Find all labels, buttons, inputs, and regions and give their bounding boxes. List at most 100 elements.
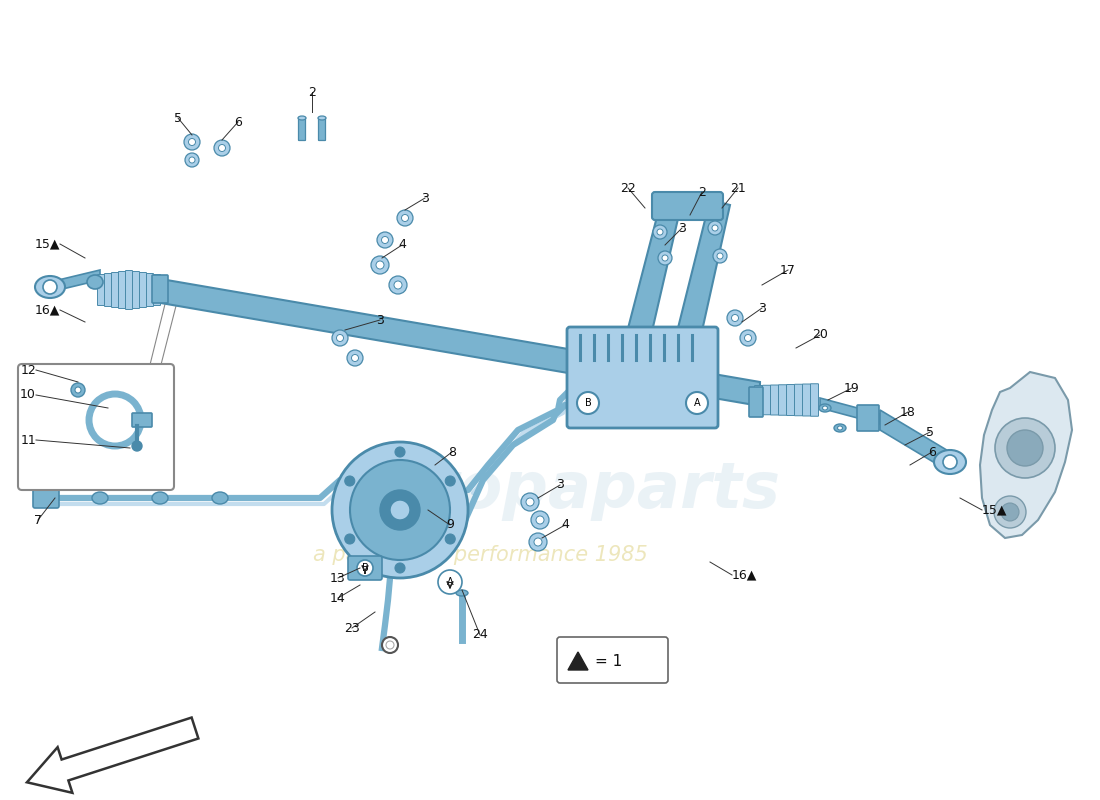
FancyBboxPatch shape [770,385,779,415]
FancyBboxPatch shape [557,637,668,683]
Circle shape [382,637,398,653]
Text: 3: 3 [678,222,686,234]
Circle shape [446,476,455,486]
Polygon shape [155,278,760,406]
Circle shape [337,334,343,342]
Circle shape [531,511,549,529]
Circle shape [389,276,407,294]
Polygon shape [568,652,588,670]
FancyBboxPatch shape [794,384,803,416]
Circle shape [996,418,1055,478]
Ellipse shape [943,455,957,469]
FancyBboxPatch shape [18,364,174,490]
Ellipse shape [456,590,468,596]
Circle shape [185,153,199,167]
Circle shape [994,496,1026,528]
Text: 3: 3 [376,314,384,326]
Text: 6: 6 [234,115,242,129]
Polygon shape [980,372,1072,538]
Text: 5: 5 [174,111,182,125]
Circle shape [189,157,195,163]
FancyBboxPatch shape [811,384,818,416]
Circle shape [75,387,81,393]
FancyBboxPatch shape [298,118,306,141]
Circle shape [397,210,412,226]
Text: 9: 9 [447,518,454,531]
Polygon shape [625,205,680,345]
FancyBboxPatch shape [146,274,154,306]
Ellipse shape [87,275,103,289]
FancyBboxPatch shape [119,271,125,309]
Text: B: B [584,398,592,408]
Circle shape [346,350,363,366]
Polygon shape [50,270,100,292]
Circle shape [712,225,718,231]
Circle shape [717,253,723,259]
Ellipse shape [934,450,966,474]
FancyBboxPatch shape [111,273,119,307]
Text: 2: 2 [308,86,316,98]
Circle shape [526,498,534,506]
Text: 14: 14 [330,591,345,605]
FancyBboxPatch shape [104,274,111,306]
FancyBboxPatch shape [125,270,132,310]
Circle shape [386,641,394,649]
Circle shape [578,392,600,414]
Text: a passion for performance 1985: a passion for performance 1985 [312,545,648,565]
Text: 3: 3 [758,302,766,314]
Text: = 1: = 1 [595,654,623,669]
Text: B: B [362,563,369,573]
Circle shape [344,534,355,544]
Circle shape [708,221,722,235]
Circle shape [184,134,200,150]
Text: 6: 6 [928,446,936,458]
Circle shape [732,314,738,322]
Text: 2: 2 [698,186,706,198]
Circle shape [658,251,672,265]
Text: 17: 17 [780,263,796,277]
Text: 19: 19 [844,382,860,394]
FancyBboxPatch shape [152,275,168,303]
Circle shape [358,560,373,576]
Circle shape [394,281,402,289]
Circle shape [1006,430,1043,466]
Text: 23: 23 [344,622,360,634]
Circle shape [657,229,663,235]
Circle shape [395,447,405,457]
Circle shape [534,538,542,546]
FancyBboxPatch shape [348,556,382,580]
Circle shape [402,214,408,222]
Text: 16▲: 16▲ [732,569,758,582]
Ellipse shape [298,116,306,120]
FancyBboxPatch shape [786,385,794,415]
FancyBboxPatch shape [132,271,140,309]
Circle shape [1001,503,1019,521]
Text: 11: 11 [20,434,36,446]
Text: A: A [447,577,453,587]
FancyBboxPatch shape [132,413,152,427]
Circle shape [662,255,668,261]
Circle shape [377,232,393,248]
Circle shape [332,330,348,346]
FancyBboxPatch shape [140,273,146,307]
Circle shape [390,500,410,520]
Text: 4: 4 [398,238,406,251]
FancyBboxPatch shape [319,118,326,141]
Text: 3: 3 [557,478,564,491]
Ellipse shape [837,426,843,430]
FancyBboxPatch shape [803,384,811,416]
Circle shape [332,442,468,578]
Circle shape [653,225,667,239]
Circle shape [536,516,544,524]
Text: 3: 3 [421,191,429,205]
FancyBboxPatch shape [762,386,770,414]
Text: 8: 8 [448,446,456,458]
FancyBboxPatch shape [749,387,763,417]
Text: 7: 7 [34,514,42,526]
Circle shape [727,310,742,326]
Ellipse shape [318,116,326,120]
Circle shape [344,476,355,486]
FancyArrow shape [26,718,198,793]
Circle shape [132,441,142,451]
Ellipse shape [212,492,228,504]
